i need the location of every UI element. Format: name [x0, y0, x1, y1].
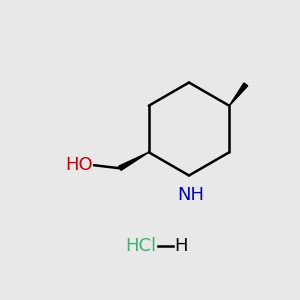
- Text: HO: HO: [65, 156, 93, 174]
- Polygon shape: [119, 152, 149, 170]
- Text: HCl: HCl: [125, 237, 156, 255]
- Text: H: H: [174, 237, 188, 255]
- Text: NH: NH: [177, 186, 204, 204]
- Polygon shape: [229, 83, 248, 106]
